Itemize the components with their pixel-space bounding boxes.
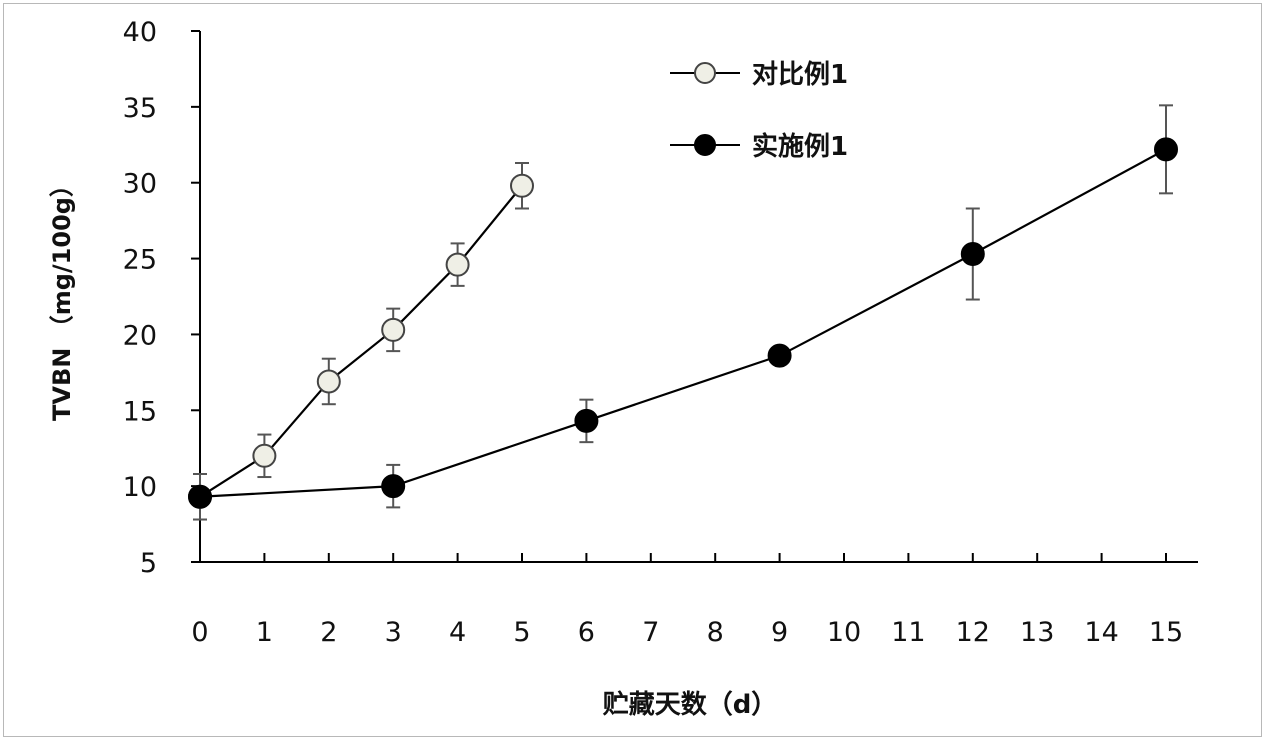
data-point bbox=[769, 345, 791, 367]
y-tick-label: 10 bbox=[123, 472, 157, 503]
data-point bbox=[189, 486, 211, 508]
data-point bbox=[511, 175, 533, 197]
x-tick-label: 8 bbox=[707, 617, 724, 648]
data-point bbox=[382, 475, 404, 497]
y-tick-label: 35 bbox=[123, 93, 157, 124]
data-point bbox=[1155, 138, 1177, 160]
data-point bbox=[447, 254, 469, 276]
legend-label-series-1: 对比例1 bbox=[752, 60, 848, 90]
y-axis-title: TVBN （mg/100g） bbox=[48, 173, 76, 421]
data-point bbox=[382, 319, 404, 341]
x-axis-title: 贮藏天数（d） bbox=[603, 690, 778, 720]
x-tick-label: 11 bbox=[891, 617, 925, 648]
data-point bbox=[962, 243, 984, 265]
x-tick-label: 13 bbox=[1020, 617, 1054, 648]
y-tick-label: 5 bbox=[140, 548, 157, 579]
legend-item-series-1: 对比例1 bbox=[670, 60, 848, 90]
x-tick-label: 15 bbox=[1149, 617, 1183, 648]
y-tick-label: 20 bbox=[123, 320, 157, 351]
x-tick-label: 7 bbox=[642, 617, 659, 648]
x-tick-label: 2 bbox=[320, 617, 337, 648]
legend: 对比例1 实施例1 bbox=[670, 60, 848, 162]
x-tick-label: 10 bbox=[827, 617, 861, 648]
series-line bbox=[200, 149, 1166, 496]
data-point bbox=[253, 445, 275, 467]
y-tick-label: 25 bbox=[123, 245, 157, 276]
legend-label-series-2: 实施例1 bbox=[752, 131, 848, 162]
x-tick-label: 9 bbox=[771, 617, 788, 648]
y-tick-label: 15 bbox=[123, 396, 157, 427]
x-tick-label: 4 bbox=[449, 617, 466, 648]
x-tick-label: 14 bbox=[1084, 617, 1118, 648]
x-tick-label: 12 bbox=[956, 617, 990, 648]
legend-marker-series-2 bbox=[695, 135, 715, 155]
y-tick-label: 30 bbox=[123, 169, 157, 200]
axes bbox=[200, 31, 1198, 562]
legend-marker-series-1 bbox=[695, 63, 715, 83]
x-tick-label: 6 bbox=[578, 617, 595, 648]
series-line bbox=[200, 186, 522, 497]
data-point bbox=[318, 370, 340, 392]
x-axis-ticks: 0123456789101112131415 bbox=[191, 553, 1183, 648]
x-tick-label: 3 bbox=[385, 617, 402, 648]
y-tick-label: 40 bbox=[123, 17, 157, 48]
x-tick-label: 0 bbox=[191, 617, 208, 648]
series-1 bbox=[189, 163, 533, 520]
x-tick-label: 1 bbox=[256, 617, 273, 648]
series-layer bbox=[189, 105, 1177, 519]
data-point bbox=[575, 410, 597, 432]
legend-item-series-2: 实施例1 bbox=[670, 131, 848, 162]
x-tick-label: 5 bbox=[513, 617, 530, 648]
series-2 bbox=[189, 105, 1177, 519]
